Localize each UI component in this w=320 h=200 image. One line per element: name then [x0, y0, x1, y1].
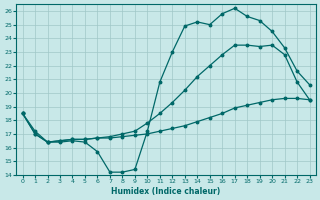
X-axis label: Humidex (Indice chaleur): Humidex (Indice chaleur)	[111, 187, 221, 196]
